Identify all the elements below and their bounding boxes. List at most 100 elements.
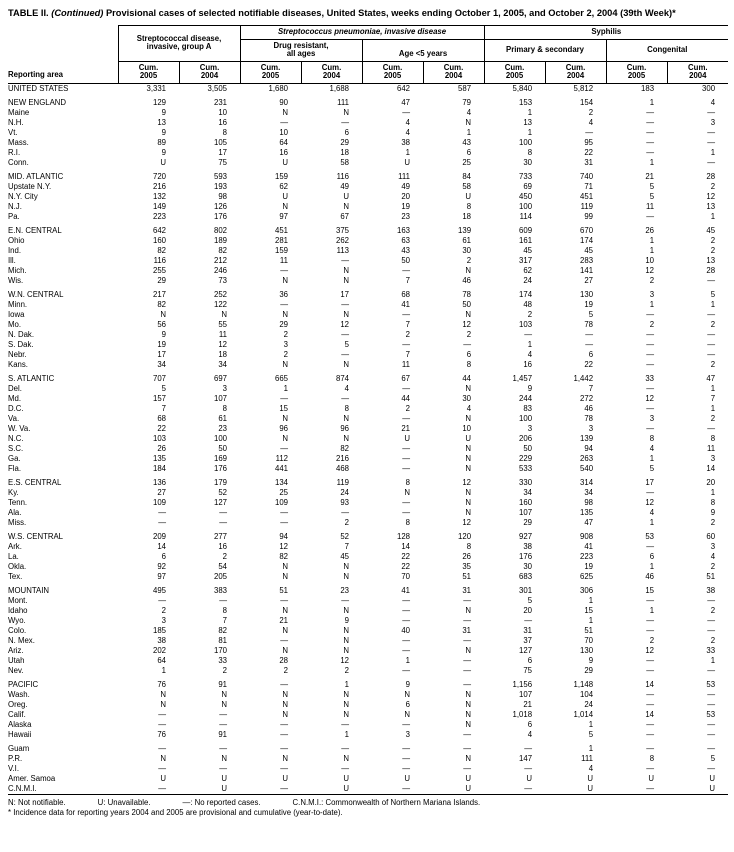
value-cell: 1 [649, 517, 655, 527]
value-cell: 160 [519, 497, 533, 507]
value-cell: 62 [279, 181, 289, 191]
value-cell: 283 [580, 255, 594, 265]
value-cell: — [402, 719, 411, 729]
value-cell: 91 [218, 729, 228, 739]
table-row: Fla. 184 176 441 468 — N 533 540 5 14 [8, 464, 728, 474]
value-cell: U [526, 773, 533, 783]
value-cell: — [219, 709, 228, 719]
value-cell: N [343, 635, 350, 645]
value-cell: 12 [645, 393, 655, 403]
value-cell: 4 [344, 383, 350, 393]
value-cell: 62 [523, 265, 533, 275]
table-row: Upstate N.Y. 216 193 62 49 49 58 69 71 5 2 [8, 182, 728, 192]
value-cell: 14 [645, 709, 655, 719]
table-header: Reporting area Streptococcal disease, in… [8, 24, 729, 84]
reporting-area-cell: Del. [8, 383, 22, 393]
value-cell: 61 [218, 413, 228, 423]
value-cell: 2 [466, 329, 472, 339]
value-cell: 45 [523, 245, 533, 255]
value-cell: 216 [152, 181, 166, 191]
value-cell: 17 [340, 289, 350, 299]
cum-header-cell: Cum. 2004 [667, 61, 729, 84]
value-cell: N [465, 719, 472, 729]
value-cell: N [221, 689, 228, 699]
table-row: W.S. CENTRAL 209 277 94 52 128 120 927 908 53 60 [8, 532, 728, 542]
value-cell: 6 [588, 349, 594, 359]
value-cell: 98 [218, 191, 228, 201]
value-cell: 2 [649, 635, 655, 645]
value-cell: — [402, 645, 411, 655]
value-cell: 47 [706, 373, 716, 383]
value-cell: — [341, 349, 350, 359]
value-cell: 81 [218, 635, 228, 645]
value-cell: 1 [649, 299, 655, 309]
value-cell: 111 [398, 171, 411, 181]
table-row: Nev. 1 2 2 2 — — 75 29 — — [8, 666, 728, 676]
table-row: Ohio 160 189 281 262 63 61 161 174 1 2 [8, 236, 728, 246]
value-cell: 96 [279, 423, 289, 433]
value-cell: 44 [401, 393, 411, 403]
value-cell: 53 [706, 709, 716, 719]
value-cell: 43 [401, 245, 411, 255]
value-cell: 114 [519, 211, 533, 221]
value-cell: — [585, 339, 594, 349]
value-cell: 9 [405, 679, 411, 689]
value-cell: 6 [405, 699, 411, 709]
legend-not-notifiable: N: Not notifiable. [8, 797, 66, 807]
title-table-number: TABLE II. [8, 8, 49, 18]
value-cell: 1 [283, 383, 289, 393]
value-cell: 1 [405, 147, 411, 157]
value-cell: 4 [710, 97, 716, 107]
value-cell: 593 [214, 171, 228, 181]
value-cell: 20 [401, 191, 411, 201]
reporting-area-cell: Pa. [8, 211, 20, 221]
cum-header-row: Cum. 2005 Cum. 2004 Cum. 2005 Cum. 2004 Cum. 2005… [8, 61, 729, 84]
value-cell: — [402, 265, 411, 275]
value-cell: N [465, 463, 472, 473]
value-cell: — [402, 753, 411, 763]
reporting-area-cell: Idaho [8, 605, 28, 615]
reporting-area-cell: MID. ATLANTIC [8, 171, 64, 181]
value-cell: N [465, 117, 472, 127]
value-cell: 100 [214, 433, 228, 443]
value-cell: 51 [279, 585, 289, 595]
table-row: R.I. 9 17 16 18 1 6 8 22—1 [8, 148, 728, 158]
title-text: Provisional cases of selected notifiable… [105, 8, 676, 18]
reporting-area-cell: D.C. [8, 403, 24, 413]
value-cell: 1 [344, 679, 350, 689]
value-cell: — [707, 763, 716, 773]
value-cell: 18 [340, 147, 350, 157]
value-cell: 6 [527, 655, 533, 665]
value-cell: 98 [584, 497, 594, 507]
table-row: MOUNTAIN 495 383 51 23 41 31 301 306 15 38 [8, 586, 728, 596]
value-cell: 78 [462, 289, 472, 299]
value-cell: 3 [161, 615, 166, 625]
value-cell: 441 [275, 463, 289, 473]
value-cell: 47 [401, 97, 411, 107]
value-cell: — [646, 107, 655, 117]
value-cell: — [646, 699, 655, 709]
value-cell: 30 [523, 561, 533, 571]
value-cell: 90 [279, 97, 289, 107]
value-cell: — [707, 743, 716, 753]
value-cell: 9 [161, 127, 166, 137]
value-cell: 9 [710, 507, 716, 517]
table-row: Ga. 135 169 112 216 — N 229 263 1 3 [8, 454, 728, 464]
value-cell: U [709, 773, 716, 783]
value-cell: 26 [462, 551, 472, 561]
value-cell: 16 [218, 117, 228, 127]
value-cell: 95 [584, 137, 594, 147]
value-cell: 4 [466, 403, 472, 413]
value-cell: 223 [580, 551, 594, 561]
table-row: N.H. 13 16 — — 4 N 13 4 — 3 [8, 118, 728, 128]
group-a-strep-header: Streptococcal disease, invasive, group A [118, 24, 241, 62]
table-row: N.C. 103 100 N N U U 206 139 8 8 [8, 434, 728, 444]
value-cell: 111 [337, 97, 350, 107]
value-cell: — [707, 275, 716, 285]
value-cell: 24 [523, 275, 533, 285]
value-cell: 28 [279, 655, 289, 665]
table-row: E.S. CENTRAL 136 179 134 119 8 12 330 314 17 20 [8, 478, 728, 488]
value-cell: 18 [462, 211, 472, 221]
group-a-line1: Streptococcal disease, [136, 33, 222, 43]
value-cell: 11 [645, 201, 655, 211]
